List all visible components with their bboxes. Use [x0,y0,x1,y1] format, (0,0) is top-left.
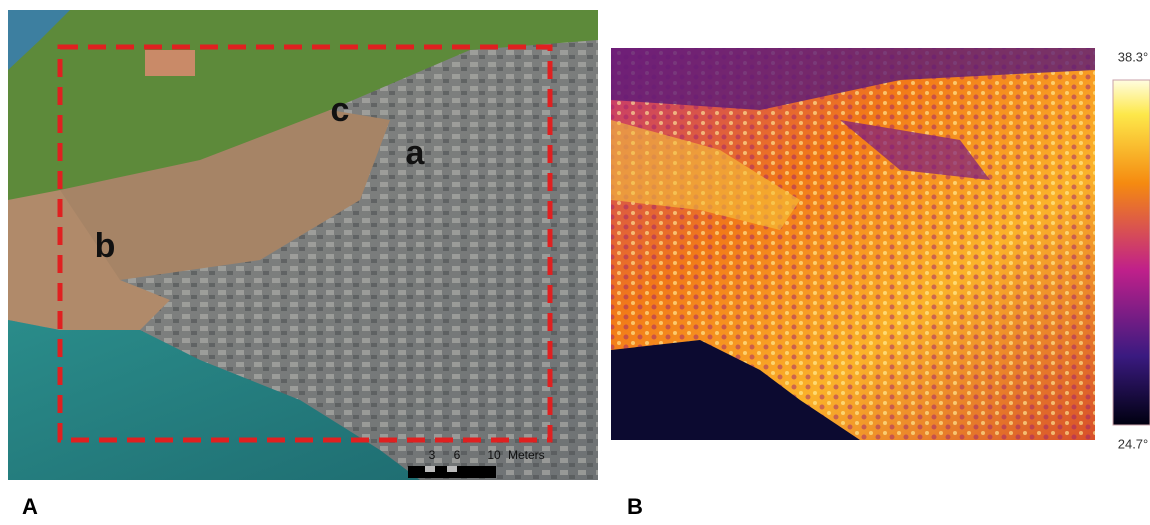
figure: c a b 3 6 10 Meters A B 38.3° 24.7° [0,0,1150,520]
photo-label: c [331,91,350,129]
colorbar [1113,80,1150,425]
scale-tick: 3 [429,448,436,462]
photo-label: b [95,227,116,265]
thermal-image [611,48,1095,440]
colorbar-min: 24.7° [1118,436,1149,451]
panel-label: B [627,494,643,519]
scale-unit: Meters [508,448,545,462]
colorbar-max: 38.3° [1118,49,1149,64]
scale-tick: 10 [487,448,501,462]
scale-bar [408,466,496,478]
scale-tick: 6 [454,448,461,462]
panel-label: A [22,494,38,519]
photo-label: a [406,134,426,172]
